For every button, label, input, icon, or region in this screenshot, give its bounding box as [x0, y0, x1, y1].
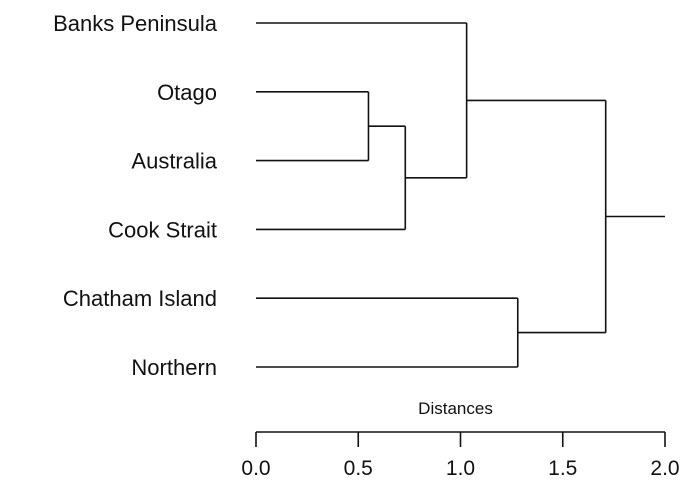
leaf-label-cs: Cook Strait: [108, 217, 217, 242]
x-tick-label-0: 0.0: [241, 457, 270, 480]
leaf-label-bp: Banks Peninsula: [53, 11, 218, 36]
x-tick-label-2: 1.0: [446, 457, 475, 480]
x-tick-label-3: 1.5: [548, 457, 577, 480]
leaf-label-ch: Chatham Island: [63, 286, 217, 311]
leaf-label-no: Northern: [131, 355, 217, 380]
leaf-label-ot: Otago: [157, 80, 217, 105]
x-tick-label-1: 0.5: [344, 457, 373, 480]
leaf-label-au: Australia: [131, 149, 217, 174]
x-axis-title: Distances: [418, 399, 493, 418]
x-tick-label-4: 2.0: [650, 457, 679, 480]
